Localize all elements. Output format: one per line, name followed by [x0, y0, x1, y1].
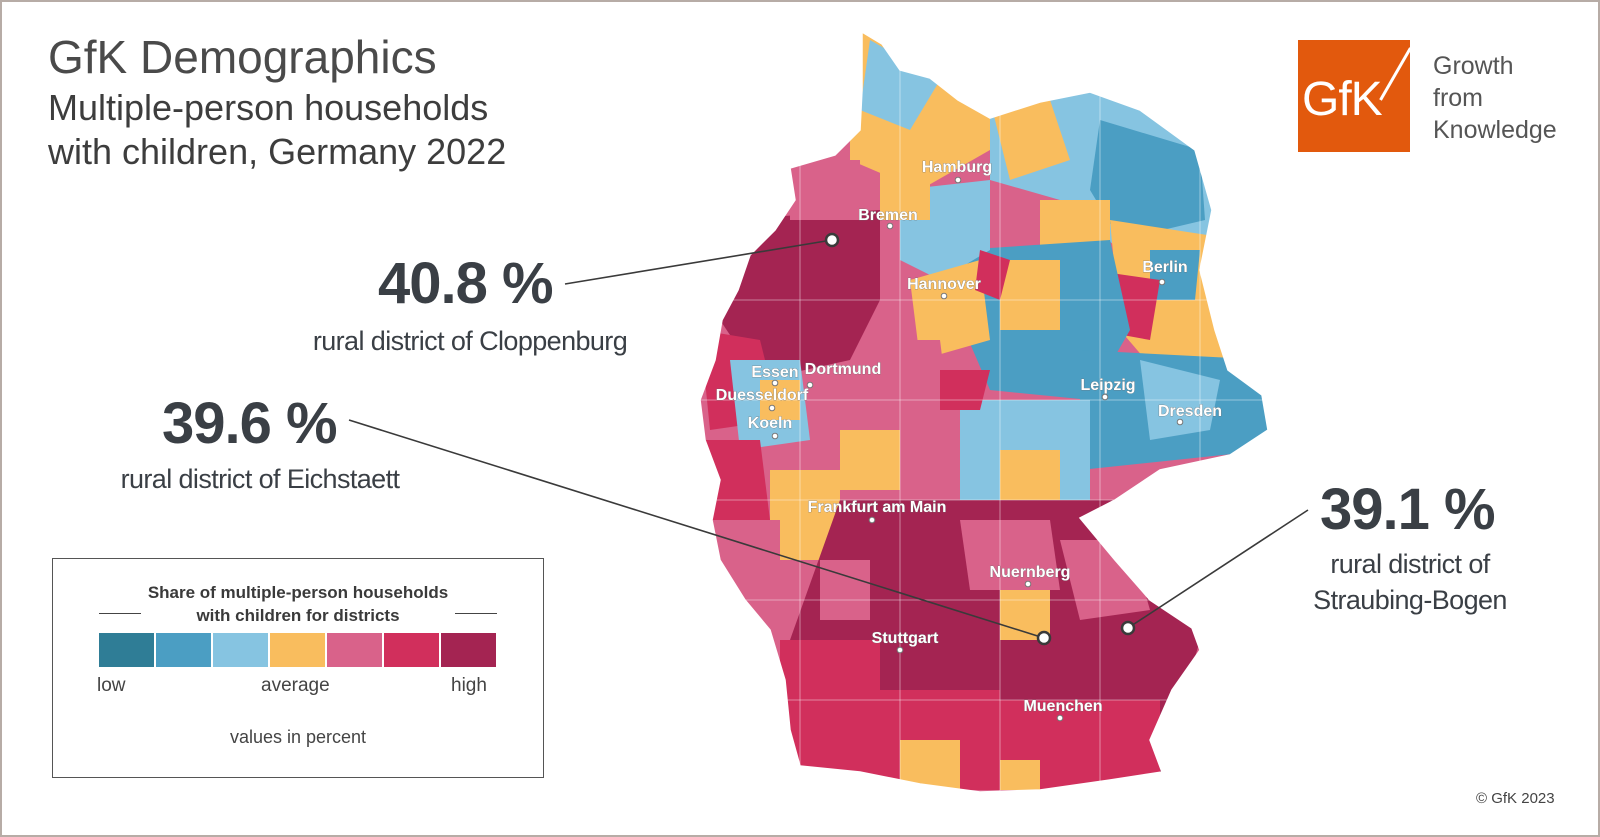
- city-label-nuernberg: Nuernberg: [990, 564, 1071, 581]
- legend-color-scale: [99, 633, 498, 667]
- germany-outline: [699, 30, 1269, 793]
- city-label-hannover: Hannover: [907, 276, 981, 293]
- callout-label-straubing-line-2: Straubing-Bogen: [1313, 585, 1507, 615]
- marker-cloppenburg: [824, 232, 840, 248]
- legend-swatch-1: [99, 633, 154, 667]
- tagline-line-3: Knowledge: [1433, 116, 1557, 144]
- marker-eichstaett: [1036, 630, 1052, 646]
- logo-tagline: Growth from Knowledge: [1433, 50, 1557, 146]
- callout-label-cloppenburg: rural district of Cloppenburg: [312, 326, 628, 356]
- callout-value-eichstaett: 39.6 %: [162, 391, 338, 456]
- callout-label-straubing: rural district of Straubing-Bogen: [1290, 546, 1530, 618]
- copyright: © GfK 2023: [1476, 790, 1555, 807]
- legend-low-label: low: [97, 675, 126, 696]
- gfk-logo: [1298, 40, 1410, 152]
- city-label-berlin: Berlin: [1142, 259, 1187, 276]
- legend-title: Share of multiple-person households with…: [53, 581, 543, 627]
- gfk-logo-text: GfK: [1302, 73, 1383, 126]
- subtitle-line-2: with children, Germany 2022: [48, 131, 507, 172]
- legend-arrow-right-icon: [455, 613, 497, 614]
- tagline-line-2: from: [1433, 84, 1483, 112]
- city-label-dortmund: Dortmund: [805, 361, 881, 378]
- city-label-bremen: Bremen: [858, 207, 918, 224]
- city-label-leipzig: Leipzig: [1080, 377, 1135, 394]
- legend-arrow-left-icon: [99, 613, 141, 614]
- legend-swatch-6: [384, 633, 439, 667]
- callout-lines: [348, 239, 1309, 639]
- callout-markers: [824, 232, 1136, 646]
- legend-swatch-3: [213, 633, 268, 667]
- city-label-hamburg: Hamburg: [922, 159, 992, 176]
- page-subtitle: Multiple-person households with children…: [48, 86, 608, 174]
- legend-swatch-5: [327, 633, 382, 667]
- page-title: GfK Demographics: [48, 31, 437, 83]
- district-borders: [700, 32, 1268, 792]
- legend-title-line-2: with children for districts: [196, 606, 400, 625]
- city-label-muenchen: Muenchen: [1023, 698, 1102, 715]
- callout-label-eichstaett: rural district of Eichstaett: [120, 464, 400, 494]
- callout-value-straubing: 39.1 %: [1320, 477, 1496, 542]
- legend-average-label: average: [261, 675, 330, 696]
- callout-label-straubing-line-1: rural district of: [1330, 549, 1490, 579]
- legend-swatch-4: [270, 633, 325, 667]
- marker-straubing: [1120, 620, 1136, 636]
- legend-swatch-7: [441, 633, 496, 667]
- callout-line-eichstaett: [348, 419, 1045, 639]
- tagline-line-1: Growth: [1433, 52, 1514, 80]
- city-dots: [768, 176, 1184, 722]
- city-label-stuttgart: Stuttgart: [872, 630, 939, 647]
- subtitle-line-1: Multiple-person households: [48, 87, 489, 128]
- city-label-koeln: Koeln: [748, 415, 792, 432]
- legend-swatch-2: [156, 633, 211, 667]
- legend-title-line-1: Share of multiple-person households: [147, 583, 449, 602]
- legend-high-label: high: [451, 675, 487, 696]
- city-label-essen: Essen: [751, 364, 798, 381]
- callout-line-straubing: [1127, 509, 1309, 629]
- city-label-duesseldorf: Duesseldorf: [716, 387, 809, 404]
- legend-box: Share of multiple-person households with…: [52, 558, 544, 778]
- city-label-frankfurt: Frankfurt am Main: [808, 499, 947, 516]
- callout-value-cloppenburg: 40.8 %: [378, 251, 554, 316]
- callout-line-cloppenburg: [564, 239, 833, 285]
- city-label-dresden: Dresden: [1158, 403, 1222, 420]
- legend-unit-label: values in percent: [229, 727, 367, 747]
